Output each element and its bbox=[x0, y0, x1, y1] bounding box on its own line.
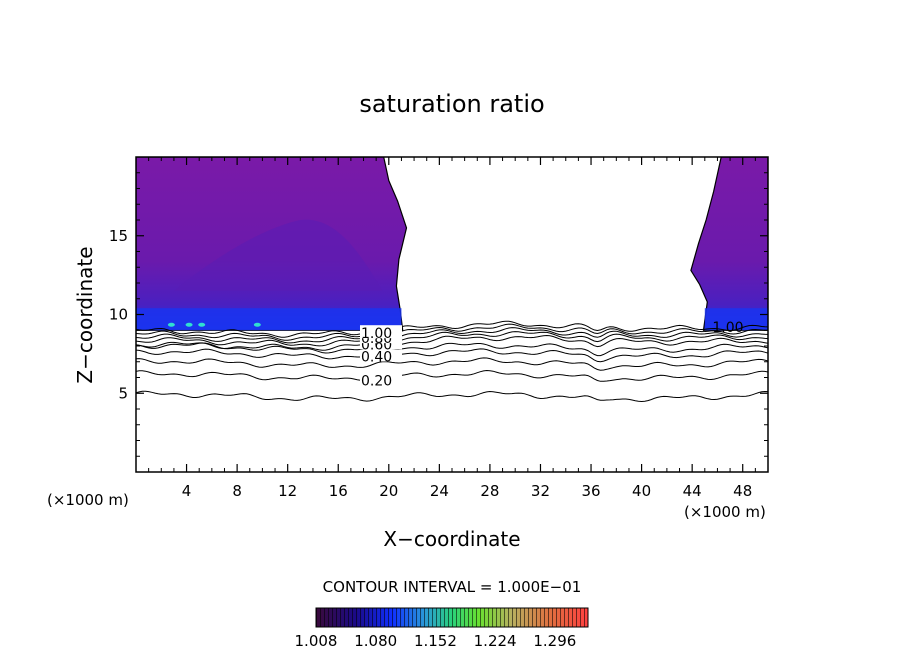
contour-line bbox=[136, 323, 768, 341]
y-axis-label: Z−coordinate bbox=[73, 246, 97, 383]
contour-line bbox=[136, 331, 768, 347]
contour-line bbox=[136, 390, 768, 403]
high-saturation-spot bbox=[167, 322, 175, 327]
x-tick-label: 4 bbox=[182, 482, 192, 500]
x-axis-label: X−coordinate bbox=[383, 527, 520, 551]
x-tick-label: 12 bbox=[278, 482, 297, 500]
y-tick-label: 5 bbox=[118, 384, 128, 402]
chart-title: saturation ratio bbox=[359, 90, 544, 118]
contour-label: 0.20 bbox=[361, 374, 392, 390]
x-tick-label: 20 bbox=[379, 482, 398, 500]
colorbar-stripes bbox=[316, 608, 588, 627]
high-saturation-spot bbox=[253, 322, 261, 327]
high-saturation-spot bbox=[185, 322, 193, 327]
contour-line bbox=[136, 369, 768, 382]
x-tick-label: 36 bbox=[581, 482, 600, 500]
inner-contour-band bbox=[173, 219, 383, 291]
colorbar-tick-label: 1.224 bbox=[474, 632, 517, 650]
y-axis-unit: (×1000 m) bbox=[47, 491, 129, 509]
contour-line bbox=[136, 348, 768, 363]
x-tick-label: 44 bbox=[683, 482, 702, 500]
contour-label-bg bbox=[359, 325, 402, 339]
contour-line bbox=[136, 357, 768, 371]
x-tick-label: 16 bbox=[329, 482, 348, 500]
contour-line bbox=[136, 327, 768, 344]
contour-line bbox=[136, 320, 768, 338]
x-tick-label: 28 bbox=[480, 482, 499, 500]
x-tick-label: 24 bbox=[430, 482, 449, 500]
saturation-band bbox=[704, 308, 768, 331]
colorbar-tick-label: 1.008 bbox=[295, 632, 338, 650]
high-saturation-spot bbox=[198, 322, 206, 327]
colorbar-frame bbox=[315, 607, 589, 628]
plot-area: 0.200.400.600.801.00 1.00 bbox=[136, 157, 768, 403]
contour-line bbox=[136, 342, 768, 357]
contour-label: 1.00 bbox=[361, 326, 392, 342]
x-tick-label: 32 bbox=[531, 482, 550, 500]
colorbar-labels: 1.008 1.080 1.152 1.224 1.296 bbox=[295, 632, 577, 650]
colorbar-tick-label: 1.296 bbox=[533, 632, 576, 650]
x-tick-label: 40 bbox=[632, 482, 651, 500]
contour-label-bg bbox=[359, 348, 402, 362]
y-tick-label: 10 bbox=[109, 306, 128, 324]
x-tick-label: 48 bbox=[733, 482, 752, 500]
colorbar-tick-label: 1.080 bbox=[354, 632, 397, 650]
x-axis-unit: (×1000 m) bbox=[684, 503, 766, 521]
x-tick-label: 8 bbox=[232, 482, 242, 500]
y-tick-label: 15 bbox=[109, 227, 128, 245]
contour-label-bg bbox=[359, 372, 402, 386]
colorbar-tick-label: 1.152 bbox=[414, 632, 457, 650]
supersaturated-region bbox=[690, 157, 768, 331]
contour-interval-label: CONTOUR INTERVAL = 1.000E−01 bbox=[323, 578, 582, 596]
contour-line bbox=[136, 334, 768, 351]
contour-label: 0.40 bbox=[361, 349, 392, 365]
contour-label-right: 1.00 bbox=[712, 320, 743, 336]
